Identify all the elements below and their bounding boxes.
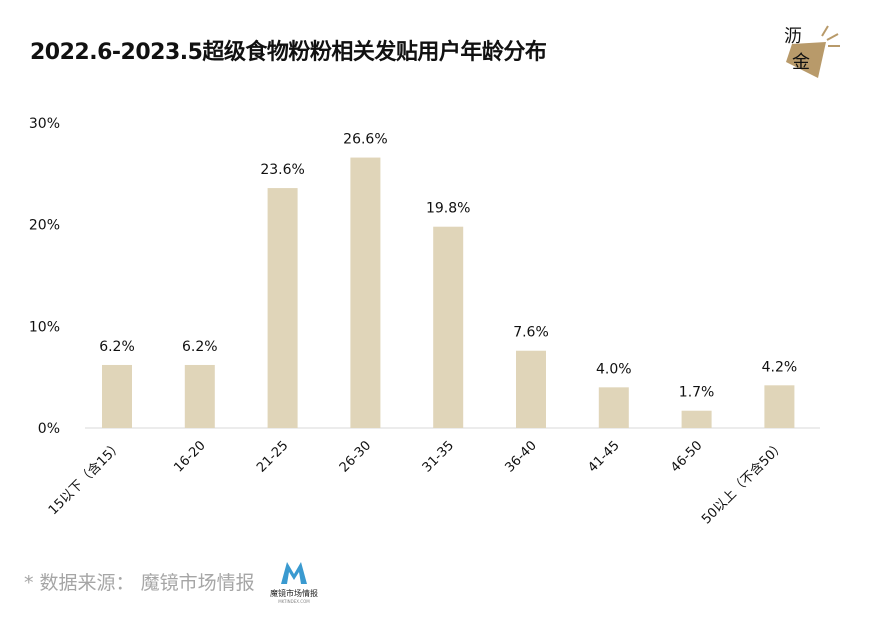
y-tick-label: 10%: [29, 319, 60, 335]
bar: [433, 226, 464, 428]
y-tick-label: 30%: [29, 116, 60, 132]
x-tick-label: 36-40: [503, 438, 540, 475]
brand-logo: 沥 金: [784, 25, 840, 78]
x-tick-label: 46-50: [668, 438, 705, 475]
bar-chart: 0% 10% 20% 30% 6.2% 15以下（含15） 6.2% 16-20 23.6% 21…: [29, 116, 820, 528]
bar: [598, 387, 629, 428]
data-label: 19.8%: [426, 201, 470, 217]
bar: [102, 364, 132, 428]
y-tick-label: 20%: [29, 218, 60, 234]
bar: [267, 188, 298, 428]
x-tick-label: 41-45: [585, 438, 622, 475]
data-label: 1.7%: [679, 385, 715, 401]
bar: [681, 410, 712, 428]
x-tick-label: 15以下（含15）: [45, 438, 126, 519]
bar: [184, 364, 215, 428]
data-label: 6.2%: [182, 339, 218, 355]
data-label: 7.6%: [513, 325, 549, 341]
bar: [350, 157, 381, 429]
bar: [516, 350, 546, 428]
logo-sub: MKTINDEX.COM: [278, 599, 310, 604]
logo-caption: 魔镜市场情报: [270, 589, 318, 598]
data-label: 4.0%: [596, 361, 632, 377]
y-tick-label: 0%: [38, 421, 60, 437]
source-note: * 数据来源： 魔镜市场情报: [24, 572, 255, 594]
chart-title: 2022.6-2023.5超级食物粉粉相关发贴用户年龄分布: [30, 40, 547, 65]
data-label: 26.6%: [343, 132, 387, 148]
data-label: 4.2%: [762, 359, 798, 375]
x-tick-label: 26-30: [337, 438, 374, 475]
data-label: 23.6%: [260, 162, 304, 178]
mktindex-logo: 魔镜市场情报 MKTINDEX.COM: [266, 560, 322, 604]
x-tick-label: 16-20: [171, 438, 208, 475]
x-tick-label: 21-25: [254, 438, 291, 475]
bar: [764, 385, 795, 428]
x-tick-label: 50以上（不含50）: [698, 438, 788, 528]
svg-text:金: 金: [792, 52, 810, 73]
x-tick-label: 31-35: [420, 438, 457, 475]
data-label: 6.2%: [99, 339, 135, 355]
svg-text:沥: 沥: [784, 26, 802, 47]
